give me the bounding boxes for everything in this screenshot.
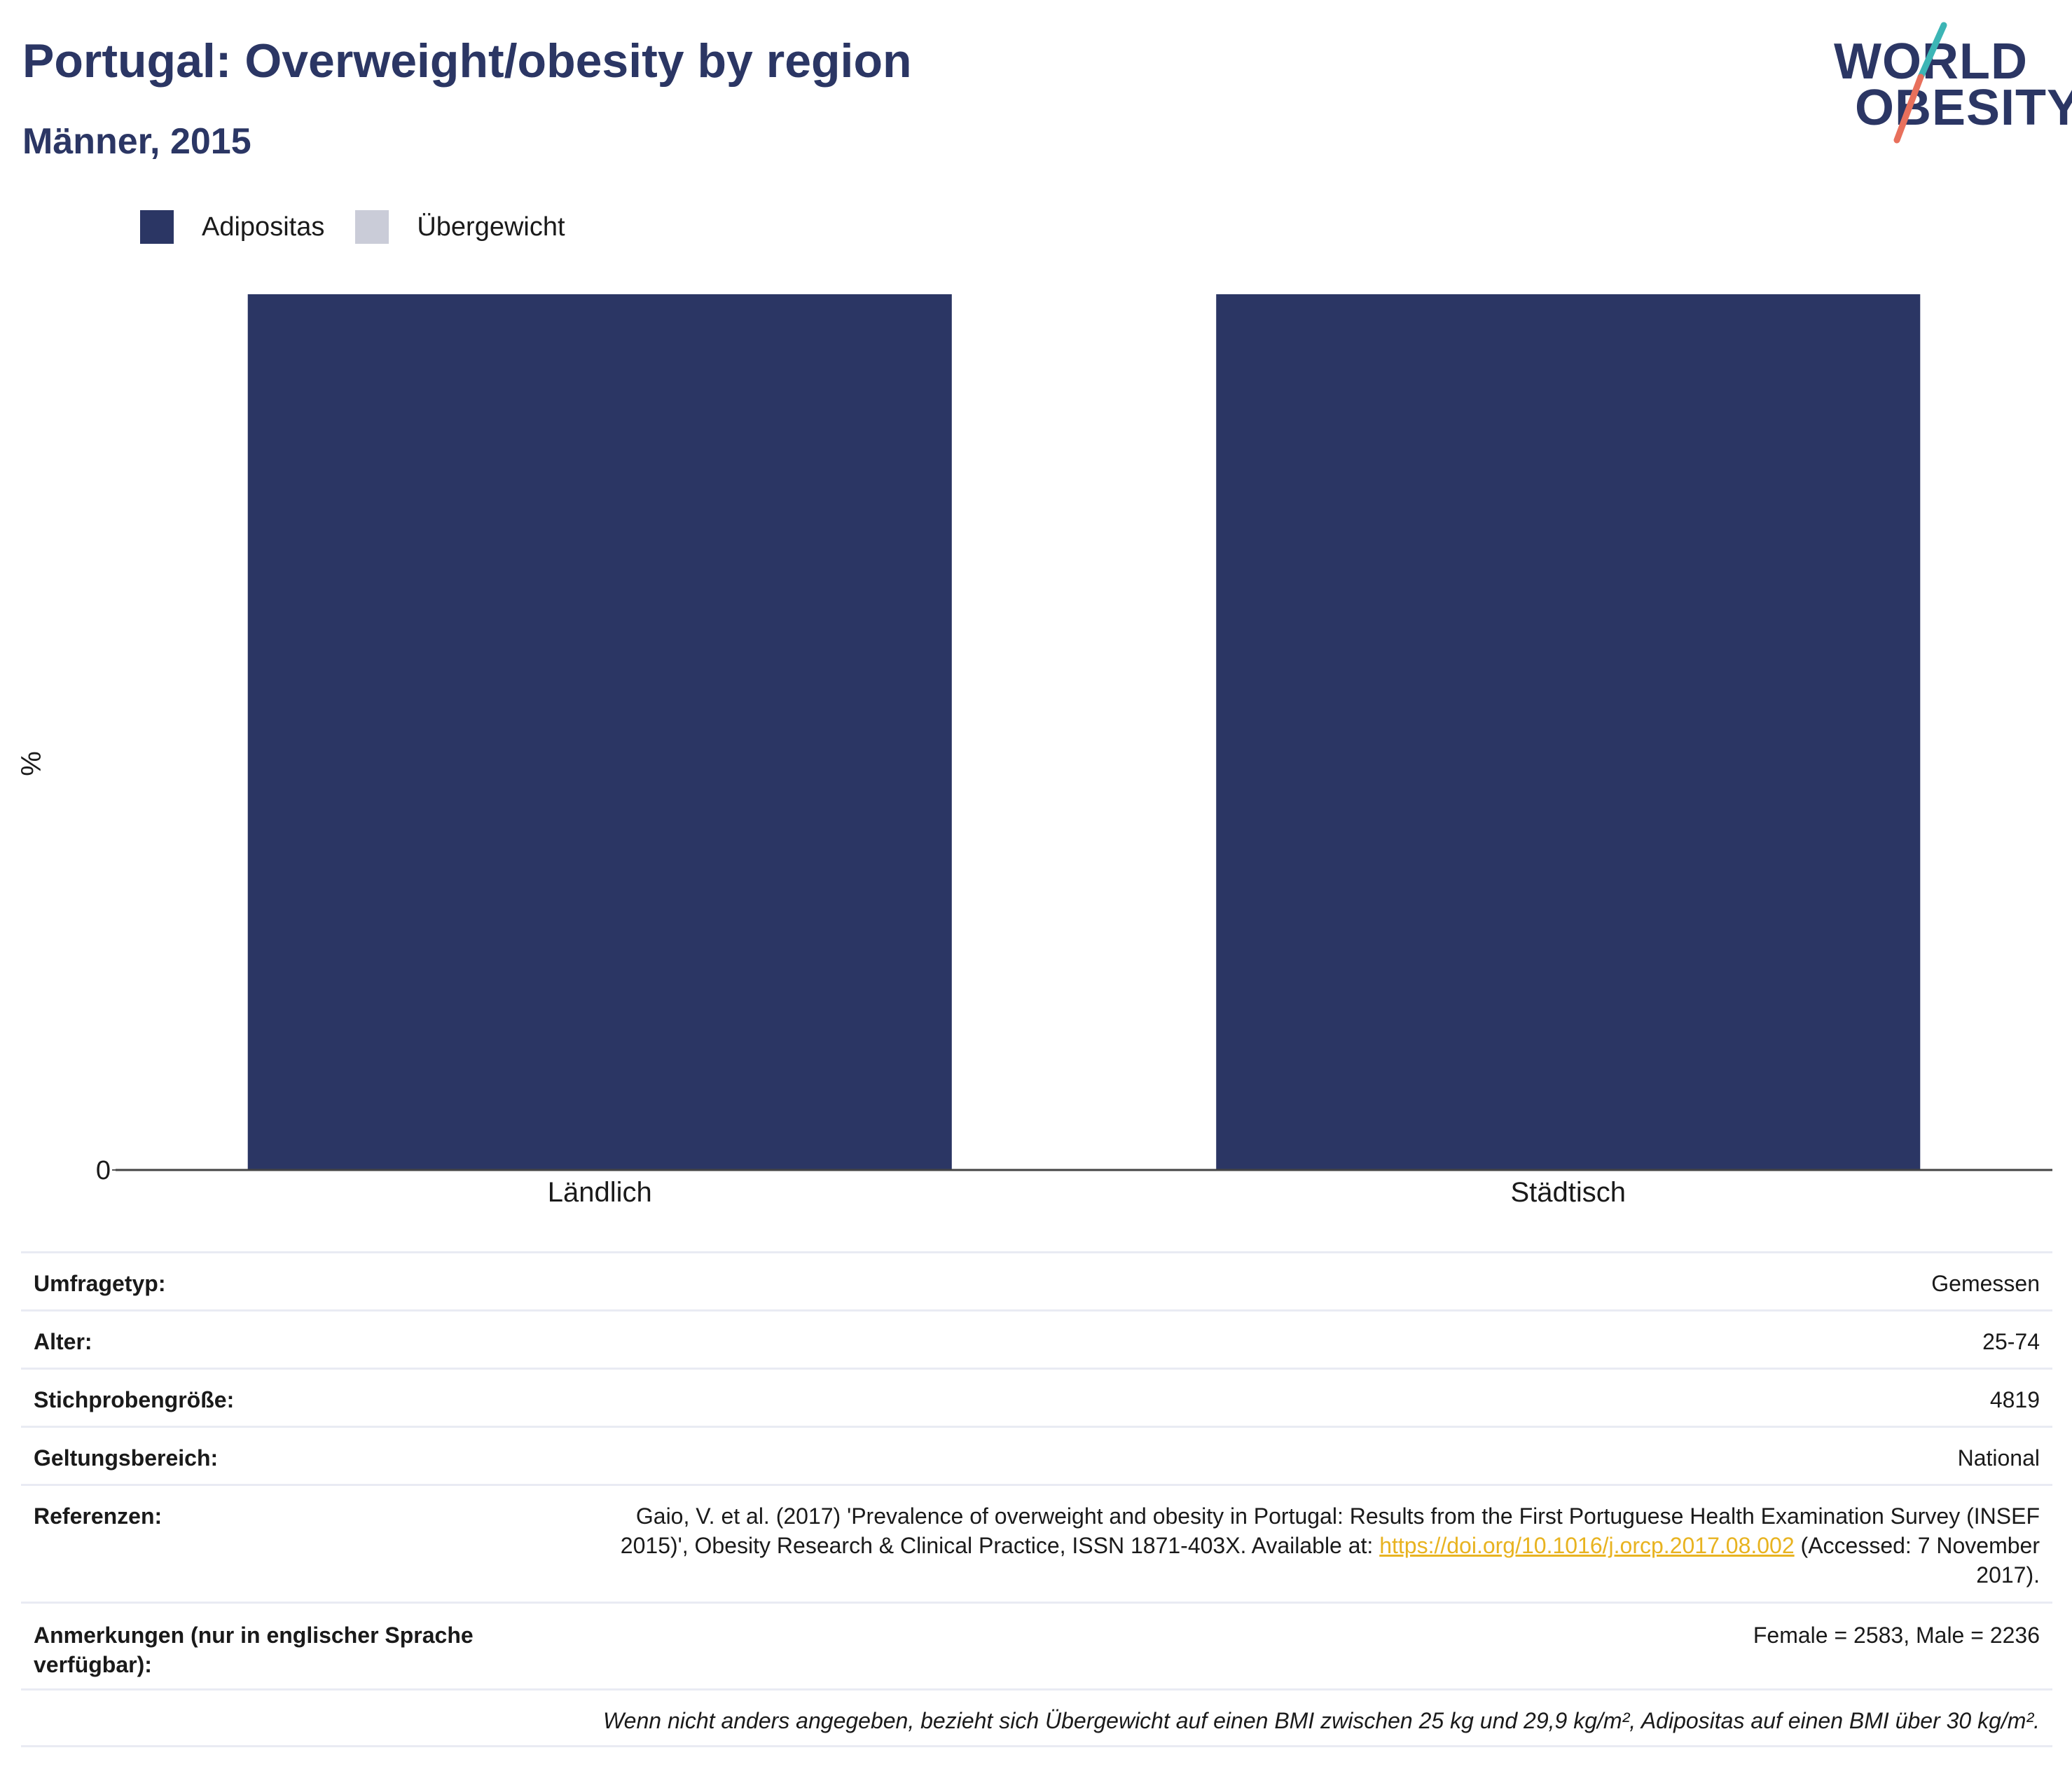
detail-value: National <box>1957 1445 2040 1471</box>
legend-item-uebergewicht[interactable]: Übergewicht <box>355 210 565 244</box>
detail-value: 25-74 <box>1982 1329 2040 1354</box>
detail-value: Gemessen <box>1931 1271 2040 1296</box>
detail-value-references: Gaio, V. et al. (2017) 'Prevalence of ov… <box>569 1501 2040 1602</box>
page-title: Portugal: Overweight/obesity by region <box>22 34 912 88</box>
detail-value: 4819 <box>1989 1387 2040 1412</box>
detail-label: Alter: <box>34 1329 92 1354</box>
reference-link[interactable]: https://doi.org/10.1016/j.orcp.2017.08.0… <box>1379 1533 1795 1558</box>
y-tick-label: 0 <box>96 1156 111 1185</box>
details-table: Umfragetyp: Gemessen Alter: 25-74 Stichp… <box>21 1251 2052 1747</box>
detail-row-coverage: Geltungsbereich: National <box>21 1426 2052 1484</box>
chart-legend: Adipositas Übergewicht <box>140 207 596 247</box>
legend-item-adipositas[interactable]: Adipositas <box>140 210 324 244</box>
bar-adipositas <box>1216 294 1921 1170</box>
detail-label: Geltungsbereich: <box>34 1445 219 1471</box>
x-tick-label: Städtisch <box>1510 1177 1626 1208</box>
y-axis-label: % <box>16 751 47 776</box>
detail-row-age: Alter: 25-74 <box>21 1309 2052 1368</box>
legend-label-uebergewicht: Übergewicht <box>417 212 565 242</box>
detail-label: Umfragetyp: <box>34 1271 166 1296</box>
detail-label: Anmerkungen (nur in englischer Sprache v… <box>34 1623 474 1677</box>
world-obesity-logo: WORLD OBESITY <box>1821 21 2072 147</box>
detail-value: Female = 2583, Male = 2236 <box>1753 1623 2040 1648</box>
detail-row-sample-size: Stichprobengröße: 4819 <box>21 1368 2052 1426</box>
detail-row-references: Referenzen: Gaio, V. et al. (2017) 'Prev… <box>21 1484 2052 1602</box>
x-tick-label: Ländlich <box>548 1177 652 1208</box>
bar-adipositas <box>247 294 952 1170</box>
logo-slash-icon <box>1893 22 1947 144</box>
legend-swatch-uebergewicht <box>355 210 389 244</box>
detail-row-notes: Anmerkungen (nur in englischer Sprache v… <box>21 1602 2052 1688</box>
reference-accessed: (Accessed: 7 November 2017). <box>1794 1533 2040 1588</box>
detail-label: Referenzen: <box>34 1503 163 1529</box>
detail-row-footnote: Wenn nicht anders angegeben, bezieht sic… <box>21 1688 2052 1747</box>
reference-text: Gaio, V. et al. (2017) 'Prevalence of ov… <box>620 1503 2040 1558</box>
footnote: Wenn nicht anders angegeben, bezieht sic… <box>603 1708 2040 1733</box>
legend-swatch-adipositas <box>140 210 174 244</box>
logo-line2: OBESITY <box>1855 80 2072 136</box>
detail-label: Stichprobengröße: <box>34 1387 235 1412</box>
legend-label-adipositas: Adipositas <box>202 212 325 242</box>
page-subtitle: Männer, 2015 <box>22 121 251 162</box>
detail-row-survey-type: Umfragetyp: Gemessen <box>21 1251 2052 1309</box>
